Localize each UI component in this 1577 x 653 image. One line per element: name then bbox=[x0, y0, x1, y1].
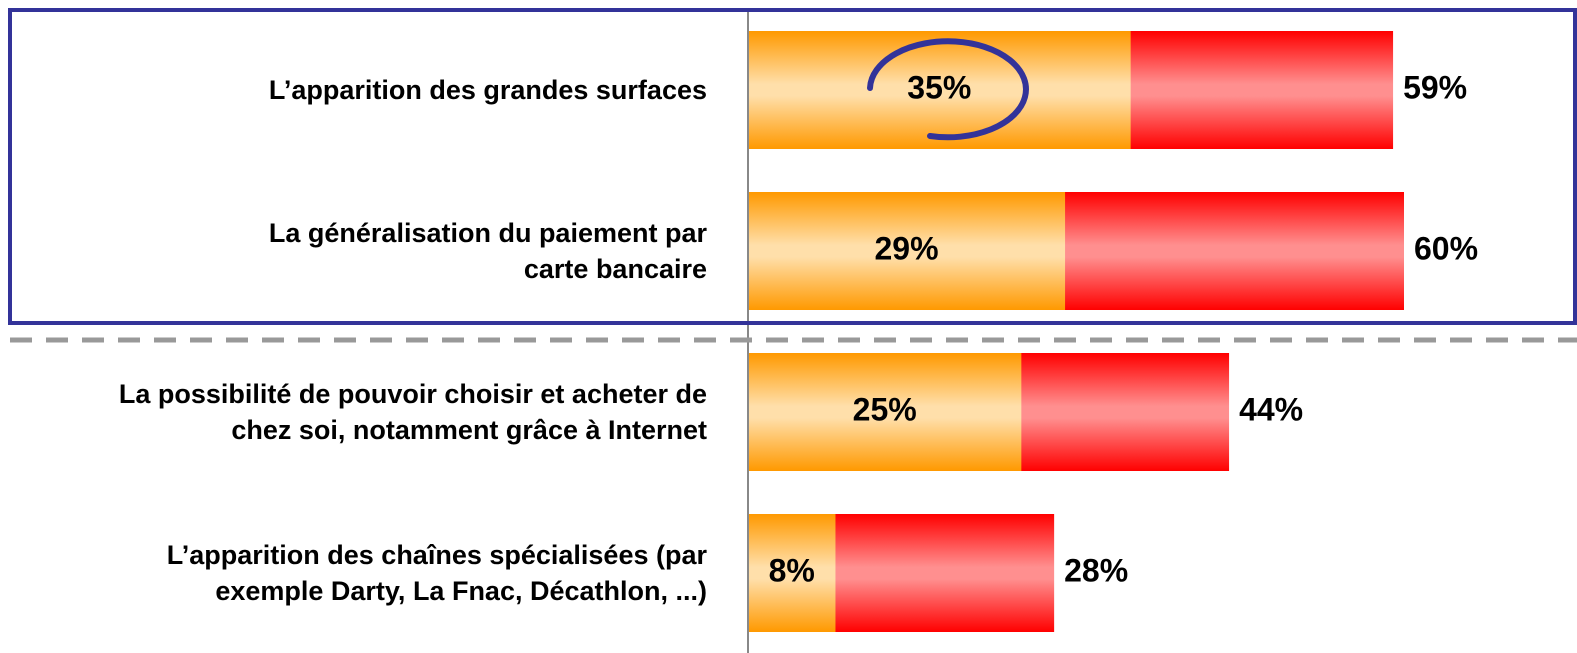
highlight-circle bbox=[867, 38, 1029, 141]
value-label: 35% bbox=[907, 69, 971, 105]
bar bbox=[748, 514, 836, 632]
value-label: 28% bbox=[1064, 552, 1128, 588]
value-label: 59% bbox=[1403, 69, 1467, 105]
category-label: L’apparition des chaînes spécialisées (p… bbox=[166, 540, 707, 606]
bar bbox=[748, 192, 1066, 310]
value-label: 8% bbox=[769, 552, 815, 588]
bar bbox=[748, 353, 1022, 471]
value-label: 44% bbox=[1239, 391, 1303, 427]
value-label: 60% bbox=[1414, 230, 1478, 266]
value-label: 25% bbox=[853, 391, 917, 427]
highlight-frame bbox=[8, 8, 1577, 325]
value-label: 29% bbox=[875, 230, 939, 266]
category-label: La possibilité de pouvoir choisir et ach… bbox=[118, 379, 707, 445]
bars bbox=[748, 31, 1404, 632]
bar bbox=[748, 31, 1131, 149]
category-label: La généralisation du paiement par carte … bbox=[268, 218, 707, 284]
category-label: L’apparition des grandes surfaces bbox=[268, 75, 707, 105]
